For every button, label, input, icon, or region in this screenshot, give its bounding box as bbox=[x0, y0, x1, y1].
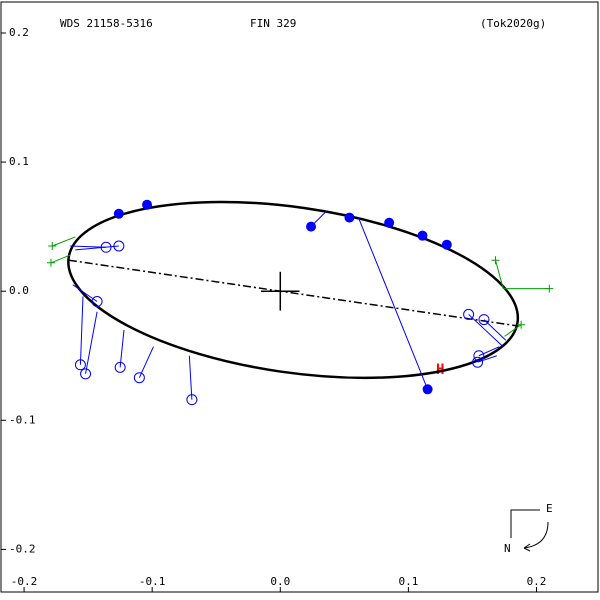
residual bbox=[188, 355, 193, 400]
compass-north: N bbox=[504, 542, 511, 555]
y-tick-label: 0.2 bbox=[9, 26, 29, 39]
point bbox=[142, 199, 153, 210]
residual bbox=[138, 346, 154, 378]
point bbox=[478, 314, 490, 326]
point bbox=[344, 212, 355, 223]
compass-arrow bbox=[523, 521, 549, 549]
point bbox=[133, 372, 145, 384]
residual bbox=[478, 346, 500, 357]
residual bbox=[50, 254, 71, 264]
header-name: FIN 329 bbox=[250, 17, 296, 30]
residual bbox=[495, 260, 504, 289]
point bbox=[80, 368, 92, 380]
point bbox=[441, 239, 452, 250]
point bbox=[517, 320, 526, 329]
residual bbox=[119, 329, 125, 368]
residual bbox=[72, 284, 98, 302]
point bbox=[113, 208, 124, 219]
point bbox=[46, 258, 55, 267]
residual bbox=[357, 217, 429, 390]
residual bbox=[468, 314, 504, 348]
line-of-nodes bbox=[68, 259, 519, 327]
point bbox=[114, 361, 126, 373]
y-tick-label: -0.2 bbox=[9, 542, 36, 555]
compass-east: E bbox=[546, 502, 553, 515]
point bbox=[74, 359, 86, 371]
residual bbox=[79, 296, 84, 365]
residual bbox=[52, 236, 76, 247]
point bbox=[463, 308, 475, 320]
residual bbox=[504, 324, 522, 337]
orbit-ellipse bbox=[67, 200, 520, 380]
x-tick-label: -0.1 bbox=[139, 575, 166, 588]
point bbox=[186, 394, 198, 406]
point bbox=[91, 296, 103, 308]
x-tick-label: 0.2 bbox=[527, 575, 547, 588]
residual bbox=[477, 355, 497, 363]
header-id: WDS 21158-5316 bbox=[60, 17, 153, 30]
y-tick-label: 0.0 bbox=[9, 284, 29, 297]
compass: E N bbox=[504, 502, 553, 555]
point bbox=[48, 242, 57, 251]
compass-arrowhead bbox=[523, 543, 531, 552]
y-tick-label: -0.1 bbox=[9, 413, 36, 426]
point bbox=[417, 230, 428, 241]
point bbox=[422, 384, 433, 395]
x-tick-label: 0.0 bbox=[270, 575, 290, 588]
point bbox=[384, 217, 395, 228]
y-tick-label: 0.1 bbox=[9, 155, 29, 168]
residual bbox=[70, 245, 107, 248]
point bbox=[491, 256, 500, 265]
residual bbox=[75, 245, 119, 251]
point bbox=[473, 350, 485, 362]
x-tick-label: -0.2 bbox=[11, 575, 38, 588]
x-tick-label: 0.1 bbox=[398, 575, 418, 588]
compass-axes bbox=[510, 509, 540, 538]
point bbox=[545, 284, 554, 293]
point bbox=[113, 240, 125, 252]
residual bbox=[85, 311, 98, 374]
header-ref: (Tok2020g) bbox=[480, 17, 546, 30]
point bbox=[472, 356, 484, 368]
point bbox=[306, 221, 317, 232]
